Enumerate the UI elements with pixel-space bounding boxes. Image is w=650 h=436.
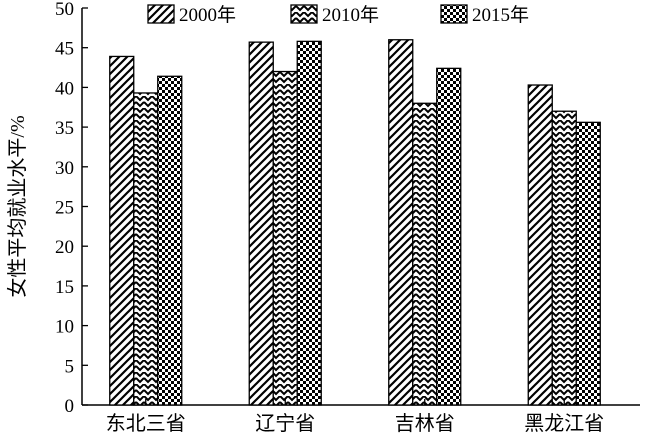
- y-tick-label: 45: [55, 39, 74, 60]
- bar-2-4: [551, 110, 577, 406]
- bar-1-1: [109, 55, 135, 406]
- x-category-label: 黑龙江省: [524, 412, 604, 435]
- legend-swatch-3: [440, 4, 468, 24]
- bar-2-2: [272, 70, 298, 406]
- y-tick-label: 0: [65, 396, 75, 417]
- y-tick-label: 50: [55, 0, 74, 20]
- legend-swatch-2: [290, 4, 318, 24]
- bar-3-1: [157, 75, 183, 406]
- bar-2-3: [412, 102, 438, 406]
- x-category-label: 吉林省: [395, 412, 455, 435]
- bar-3-3: [436, 67, 462, 406]
- bar-3-2: [296, 40, 322, 406]
- bar-1-2: [248, 41, 274, 406]
- bar-1-3: [388, 39, 414, 406]
- bar-3-4: [575, 121, 601, 406]
- y-tick-label: 20: [55, 237, 74, 258]
- legend-swatch-1: [147, 4, 175, 24]
- y-tick-label: 5: [65, 356, 75, 377]
- y-axis-title: 女性平均就业水平/%: [6, 115, 29, 297]
- legend-label-1: 2000年: [179, 4, 236, 26]
- y-tick-label: 40: [55, 78, 74, 99]
- legend-label-2: 2010年: [322, 4, 379, 26]
- bar-1-4: [527, 84, 553, 406]
- y-tick-label: 35: [55, 118, 74, 139]
- x-category-label: 辽宁省: [255, 412, 315, 435]
- y-tick-label: 25: [55, 198, 74, 219]
- bar-2-1: [133, 92, 159, 406]
- y-tick-label: 10: [55, 317, 74, 338]
- legend-label-3: 2015年: [472, 4, 529, 26]
- x-category-label: 东北三省: [106, 412, 186, 435]
- y-tick-label: 15: [55, 277, 74, 298]
- y-tick-label: 30: [55, 158, 74, 179]
